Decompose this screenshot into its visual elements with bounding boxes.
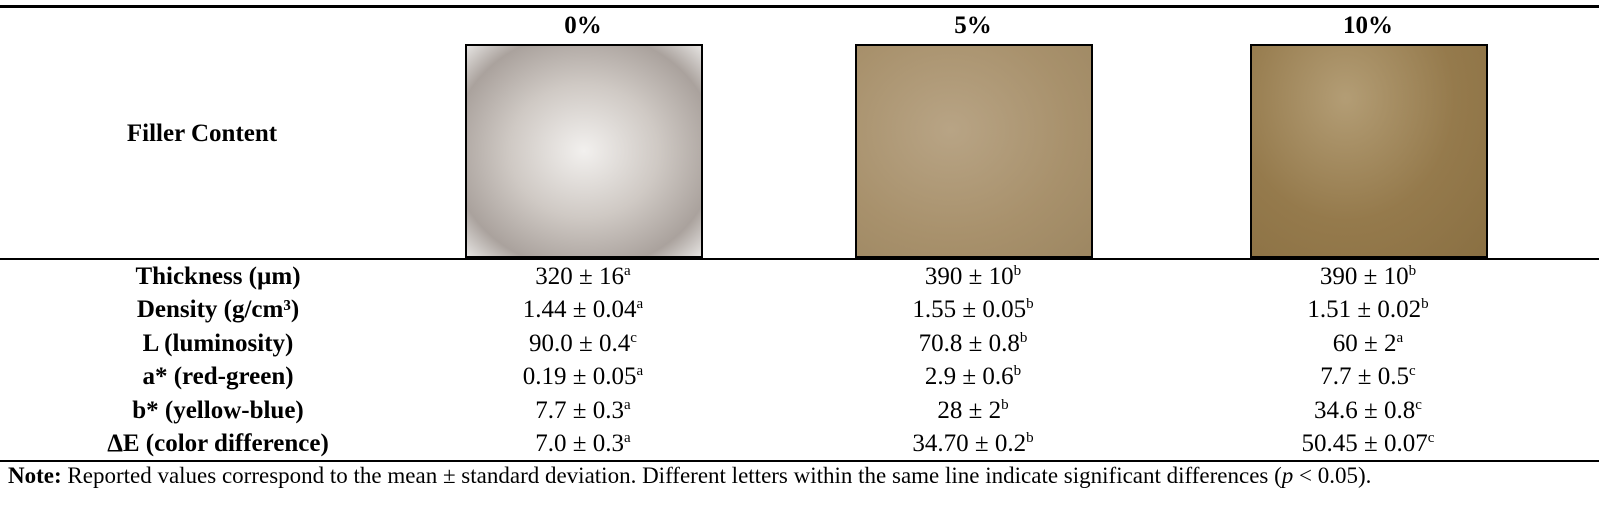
cell: 90.0 ± 0.4c <box>529 330 637 358</box>
cell-superscript: a <box>624 430 631 446</box>
cell-value: 7.0 ± 0.3 <box>535 430 625 457</box>
cell-superscript: a <box>636 363 644 380</box>
bottom-rule <box>0 460 1599 462</box>
cell-value: 1.51 ± 0.02 <box>1307 296 1422 324</box>
cell-superscript: b <box>1001 396 1009 413</box>
cell-superscript: b <box>1026 296 1034 313</box>
cell: 34.70 ± 0.2b <box>912 430 1033 458</box>
row-label: ΔE (color difference) <box>107 430 329 457</box>
cell-value: 70.8 ± 0.8 <box>918 329 1020 357</box>
note-text: < 0.05). <box>1293 463 1372 488</box>
cell: 2.9 ± 0.6b <box>925 363 1021 391</box>
note-label: Note: <box>8 463 62 488</box>
cell-superscript: b <box>1019 329 1028 346</box>
sample-image <box>855 44 1093 258</box>
cell-value: 0.19 ± 0.05 <box>522 363 637 391</box>
cell-value: 7.7 ± 0.3 <box>535 396 625 424</box>
cell: 7.0 ± 0.3a <box>535 430 630 458</box>
cell-value: 34.70 ± 0.2 <box>912 430 1027 457</box>
cell-value: 28 ± 2 <box>937 396 1002 424</box>
cell-value: 34.6 ± 0.8 <box>1314 396 1416 424</box>
cell: 0.19 ± 0.05a <box>523 363 643 391</box>
cell-superscript: b <box>1013 363 1022 380</box>
cell: 1.44 ± 0.04a <box>523 296 643 324</box>
row-label: Density (g/cm³) <box>136 296 300 324</box>
cell: 1.55 ± 0.05b <box>912 296 1033 324</box>
cell: 7.7 ± 0.3a <box>535 397 630 425</box>
cell-superscript: c <box>1409 363 1416 380</box>
cell-value: 2.9 ± 0.6 <box>924 363 1014 391</box>
row-label: b* (yellow-blue) <box>132 396 304 424</box>
cell-superscript: b <box>1421 296 1429 313</box>
cell: 1.51 ± 0.02b <box>1307 296 1428 324</box>
cell: 70.8 ± 0.8b <box>919 330 1028 358</box>
cell-value: 1.44 ± 0.04 <box>522 296 637 324</box>
cell-value: 390 ± 10 <box>924 263 1014 290</box>
cell-superscript: a <box>1396 329 1404 346</box>
row-header: Filler Content <box>126 120 278 147</box>
cell-superscript: a <box>636 296 644 313</box>
cell-superscript: a <box>624 396 631 413</box>
cell: 7.7 ± 0.5c <box>1320 363 1415 391</box>
column-header: 0% <box>564 12 602 39</box>
cell-superscript: c <box>1415 396 1422 413</box>
cell-superscript: b <box>1408 263 1417 279</box>
cell-value: 90.0 ± 0.4 <box>529 329 631 357</box>
top-rule <box>0 5 1599 8</box>
cell: 34.6 ± 0.8c <box>1314 397 1422 425</box>
cell-value: 50.45 ± 0.07 <box>1301 430 1428 457</box>
cell-value: 60 ± 2 <box>1332 329 1397 357</box>
cell: 390 ± 10b <box>925 263 1021 291</box>
cell-value: 1.55 ± 0.05 <box>912 296 1027 324</box>
cell-value: 320 ± 16 <box>535 263 625 290</box>
cell-superscript: c <box>1427 430 1435 446</box>
cell-value: 7.7 ± 0.5 <box>1320 363 1410 391</box>
sample-image <box>465 44 703 258</box>
cell-superscript: b <box>1026 430 1034 446</box>
cell-superscript: c <box>630 329 637 346</box>
cell: 28 ± 2b <box>937 397 1008 425</box>
cell: 390 ± 10b <box>1320 263 1416 291</box>
column-header: 10% <box>1343 12 1393 39</box>
cell: 60 ± 2a <box>1333 330 1403 358</box>
cell-value: 390 ± 10 <box>1319 263 1409 290</box>
row-label: Thickness (µm) <box>135 263 301 290</box>
column-header: 5% <box>954 12 992 39</box>
note: Note: Reported values correspond to the … <box>8 463 1371 489</box>
row-label: L (luminosity) <box>142 329 294 357</box>
cell: 50.45 ± 0.07c <box>1302 430 1435 458</box>
cell-superscript: a <box>624 263 631 279</box>
sample-image <box>1250 44 1488 258</box>
note-text: Reported values correspond to the mean ±… <box>61 463 1282 488</box>
cell: 320 ± 16a <box>535 263 630 291</box>
note-italic: p <box>1281 463 1294 488</box>
cell-superscript: b <box>1013 263 1022 279</box>
row-label: a* (red-green) <box>142 363 294 391</box>
header-rule <box>0 258 1599 260</box>
